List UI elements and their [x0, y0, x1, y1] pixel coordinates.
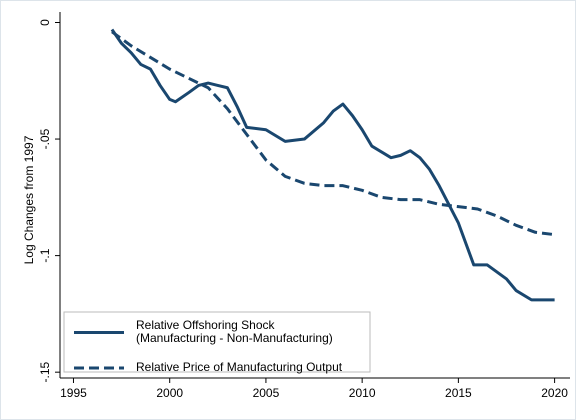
series-line — [111, 30, 555, 237]
legend-box — [63, 311, 371, 373]
y-tick-label: -.1 — [38, 248, 52, 262]
series-line — [110, 28, 555, 302]
y-tick-label: -.15 — [38, 362, 52, 383]
legend-label: Relative Price of Manufacturing Output — [136, 360, 343, 374]
y-tick-label: 0 — [38, 19, 52, 26]
y-tick-label: -.05 — [38, 128, 52, 149]
x-tick-label: 2020 — [541, 386, 568, 400]
y-axis-label: Log Changes from 1997 — [22, 135, 36, 264]
x-tick-label: 2005 — [253, 386, 280, 400]
x-tick-label: 2000 — [156, 386, 183, 400]
legend-label: Relative Offshoring Shock — [136, 318, 276, 332]
x-tick-label: 2015 — [445, 386, 472, 400]
x-tick-label: 1995 — [60, 386, 87, 400]
x-tick-label: 2010 — [349, 386, 376, 400]
legend-label: (Manufacturing - Non-Manufacturing) — [136, 331, 333, 345]
